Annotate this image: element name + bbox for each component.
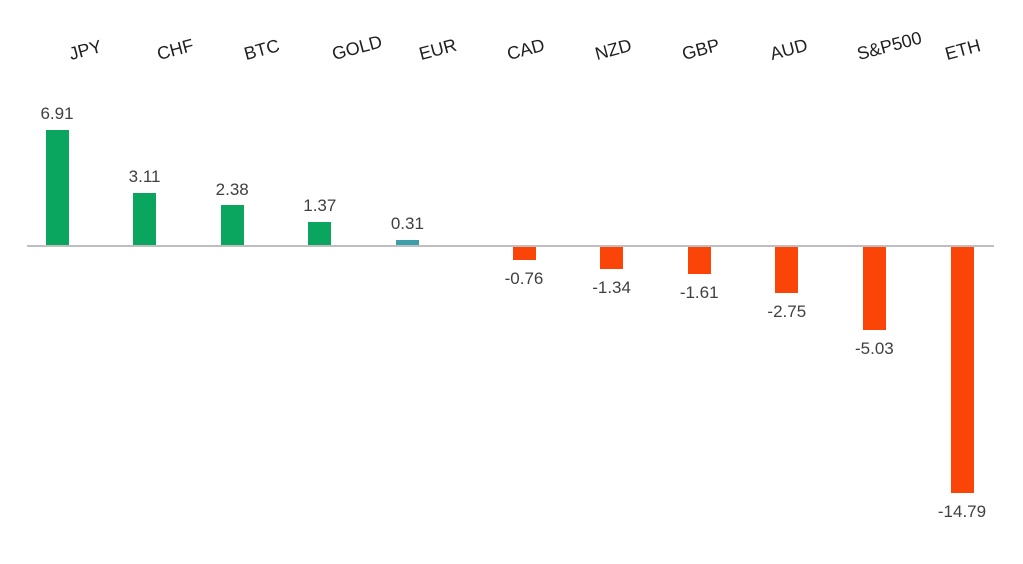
bar-jpy bbox=[45, 130, 69, 245]
category-label-eur: EUR bbox=[417, 34, 460, 64]
bar-gbp bbox=[687, 247, 711, 274]
category-label-aud: AUD bbox=[767, 34, 810, 64]
value-label-chf: 3.11 bbox=[128, 167, 161, 187]
category-label-eth: ETH bbox=[942, 35, 983, 64]
value-label-nzd: -1.34 bbox=[592, 278, 631, 298]
value-label-gold: 1.37 bbox=[303, 196, 337, 216]
value-label-jpy: 6.91 bbox=[40, 104, 74, 124]
zero-axis-line bbox=[27, 245, 994, 247]
category-label-gold: GOLD bbox=[329, 31, 385, 64]
value-label-eur: 0.31 bbox=[390, 213, 424, 233]
bar-chf bbox=[133, 193, 157, 245]
bar-eth bbox=[950, 247, 974, 493]
category-label-chf: CHF bbox=[154, 35, 196, 64]
bar-sp500 bbox=[862, 247, 886, 331]
value-label-btc: 2.38 bbox=[215, 179, 249, 199]
value-label-aud: -2.75 bbox=[767, 301, 807, 321]
category-label-jpy: JPY bbox=[66, 36, 104, 64]
bar-eur bbox=[395, 239, 419, 245]
category-label-cad: CAD bbox=[504, 34, 547, 64]
category-label-gbp: GBP bbox=[680, 34, 722, 64]
bar-nzd bbox=[600, 247, 624, 270]
bar-aud bbox=[775, 247, 799, 293]
category-label-btc: BTC bbox=[242, 35, 282, 64]
category-label-nzd: NZD bbox=[592, 35, 634, 64]
value-label-gbp: -1.61 bbox=[679, 282, 719, 302]
value-label-sp500: -5.03 bbox=[855, 339, 894, 359]
category-label-sp500: S&P500 bbox=[855, 27, 925, 64]
bar-cad bbox=[512, 247, 536, 260]
bar-btc bbox=[220, 205, 244, 245]
value-label-eth: -14.79 bbox=[937, 501, 987, 521]
value-label-cad: -0.76 bbox=[504, 268, 544, 288]
bar-gold bbox=[308, 222, 332, 245]
